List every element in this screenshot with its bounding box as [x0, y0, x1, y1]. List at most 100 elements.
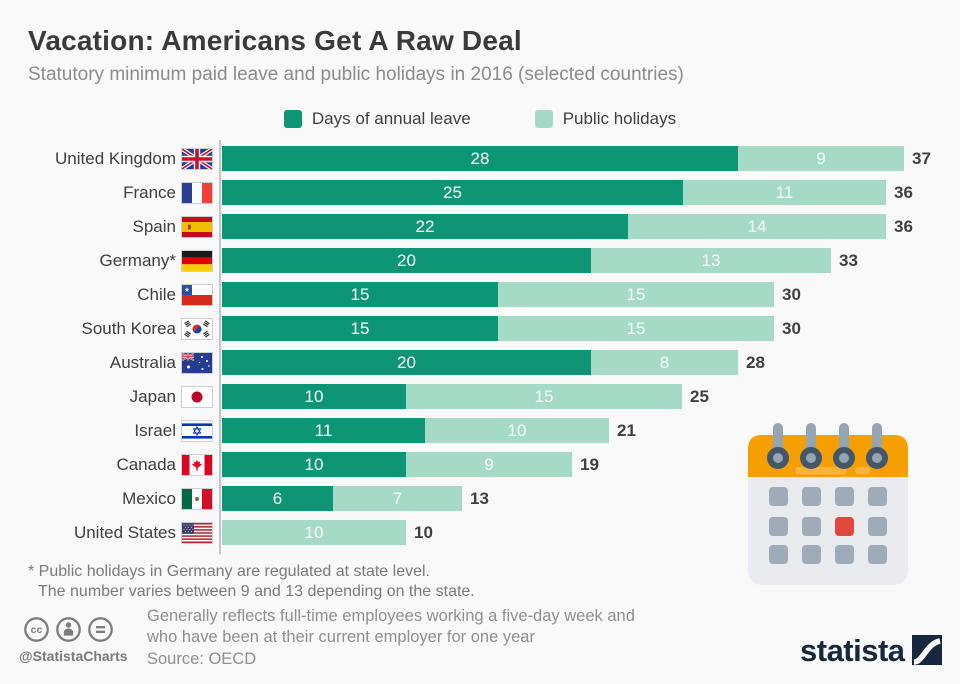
flag-spain-icon [181, 215, 213, 238]
country-label: Australia [109, 352, 176, 372]
chart-rows: United Kingdom 28 9 37 France 25 11 36 Spain 22 14… [28, 146, 931, 554]
total-label: 33 [839, 250, 858, 270]
chart-row: Israel 11 10 21 [28, 418, 931, 443]
stacked-bar: 25 11 36 [222, 180, 913, 205]
svg-text:cc: cc [31, 624, 43, 636]
stacked-bar: 20 8 28 [222, 350, 765, 375]
stacked-bar: 11 10 21 [222, 418, 636, 443]
country-label: Chile [137, 284, 176, 304]
annual-leave-segment: 15 [222, 316, 498, 341]
calendar-illustration [741, 416, 913, 593]
methodology-note-line2: who have been at their current employer … [147, 628, 535, 646]
flag-australia-icon [181, 351, 213, 374]
chart-row: Japan 10 15 25 [28, 384, 931, 409]
annual-leave-segment: 15 [222, 282, 498, 307]
flag-uk-icon [181, 147, 213, 170]
country-label: Israel [134, 420, 176, 440]
chart-row: United States 10 10 [28, 520, 931, 545]
public-holidays-segment: 8 [591, 350, 738, 375]
chart-row: Mexico 6 7 13 [28, 486, 931, 511]
stacked-bar: 22 14 36 [222, 214, 913, 239]
country-label: Canada [116, 454, 176, 474]
total-label: 36 [894, 182, 913, 202]
stacked-bar: 10 15 25 [222, 384, 709, 409]
germany-footnote: * Public holidays in Germany are regulat… [28, 562, 475, 602]
public-holidays-segment: 15 [498, 282, 774, 307]
calendar-icon [748, 423, 908, 585]
stacked-bar: 28 9 37 [222, 146, 931, 171]
total-label: 30 [782, 284, 801, 304]
stacked-bar: 6 7 13 [222, 486, 489, 511]
flag-canada-icon [181, 453, 213, 476]
stacked-bar: 20 13 33 [222, 248, 858, 273]
annual-leave-segment: 10 [222, 384, 406, 409]
country-label: Japan [129, 386, 176, 406]
annual-leave-segment: 6 [222, 486, 333, 511]
annual-leave-segment: 28 [222, 146, 738, 171]
chart-axis-line [219, 140, 221, 554]
total-label: 30 [782, 318, 801, 338]
flag-germany-icon [181, 249, 213, 272]
cc-icon: cc [24, 617, 49, 642]
flag-chile-icon [181, 283, 213, 306]
public-holidays-segment: 7 [333, 486, 462, 511]
public-holidays-segment: 10 [425, 418, 609, 443]
stacked-bar: 15 15 30 [222, 316, 801, 341]
country-label: Mexico [122, 488, 176, 508]
public-holidays-segment: 9 [406, 452, 572, 477]
flag-france-icon [181, 181, 213, 204]
total-label: 28 [746, 352, 765, 372]
country-label: Spain [132, 216, 176, 236]
stacked-bar: 15 15 30 [222, 282, 801, 307]
stacked-bar: 10 9 19 [222, 452, 599, 477]
flag-japan-icon [181, 385, 213, 408]
total-label: 37 [912, 148, 931, 168]
legend-label: Public holidays [562, 109, 677, 128]
legend-item-annual-leave: Days of annual leave [283, 109, 471, 129]
chart-row: Chile 15 15 30 [28, 282, 931, 307]
country-label: South Korea [81, 318, 176, 338]
chart-row: Australia 20 8 28 [28, 350, 931, 375]
public-holidays-segment: 15 [498, 316, 774, 341]
flag-south-korea-icon [181, 317, 213, 340]
total-label: 19 [580, 454, 599, 474]
total-label: 21 [617, 420, 636, 440]
annual-leave-segment: 20 [222, 350, 591, 375]
legend-item-public-holidays: Public holidays [534, 109, 677, 129]
annual-leave-segment: 10 [222, 452, 406, 477]
statista-charts-credit: @StatistaCharts [19, 648, 128, 664]
footnote-line2: The number varies between 9 and 13 depen… [38, 583, 475, 600]
country-label: France [123, 182, 176, 202]
total-label: 13 [470, 488, 489, 508]
methodology-note-line1: Generally reflects full-time employees w… [147, 607, 635, 625]
country-label: United States [73, 522, 176, 542]
annual-leave-segment: 22 [222, 214, 628, 239]
public-holidays-segment: 10 [222, 520, 406, 545]
cc-license-block: cc @StatistaCharts [19, 616, 143, 664]
country-label: Germany* [99, 250, 176, 270]
chart-row: Spain 22 14 36 [28, 214, 931, 239]
cc-icons: cc [23, 616, 143, 643]
public-holidays-segment: 14 [628, 214, 886, 239]
stacked-bar: 10 10 [222, 520, 433, 545]
chart-row: Canada 10 9 19 [28, 452, 931, 477]
statista-logo-icon [911, 635, 942, 670]
total-label: 36 [894, 216, 913, 236]
source-label: Source: OECD [147, 650, 257, 668]
annual-leave-segment: 25 [222, 180, 683, 205]
annual-leave-segment: 20 [222, 248, 591, 273]
flag-united-states-icon [181, 521, 213, 544]
flag-israel-icon [181, 419, 213, 442]
total-label: 10 [414, 522, 433, 542]
legend-label: Days of annual leave [311, 109, 471, 128]
public-holidays-segment: 9 [738, 146, 904, 171]
chart-row: United Kingdom 28 9 37 [28, 146, 931, 171]
cc-by-attribution-icon [56, 617, 81, 642]
methodology-note: Generally reflects full-time employees w… [147, 606, 635, 648]
legend-swatch-public-holidays-icon [534, 110, 553, 128]
legend-swatch-annual-leave-icon [283, 110, 302, 128]
public-holidays-segment: 15 [406, 384, 682, 409]
chart-legend: Days of annual leave Public holidays [0, 109, 960, 129]
statista-wordmark: statista [800, 632, 905, 668]
